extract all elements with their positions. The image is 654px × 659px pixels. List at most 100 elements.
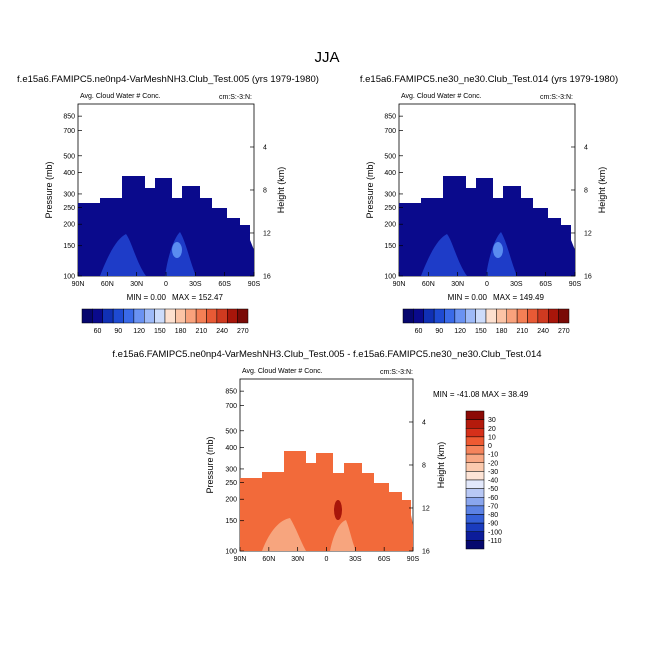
- colorbar-swatch: [465, 471, 485, 481]
- colorbar-swatch: [144, 308, 155, 324]
- colorbar-swatch: [195, 308, 207, 324]
- y-tick-label: 300: [384, 191, 396, 198]
- y-tick-label: 500: [384, 153, 396, 160]
- colorbar-label: 0: [488, 443, 492, 450]
- panel3-subtitle-right: cm:S:-3:N:: [380, 369, 413, 376]
- colorbar-label: -110: [488, 538, 502, 545]
- colorbar-swatch: [465, 531, 485, 541]
- colorbar-swatch: [465, 445, 485, 455]
- x-tick-label: 60S: [378, 556, 391, 563]
- colorbar-swatch: [206, 308, 218, 324]
- panel2-contour-a: [421, 234, 467, 276]
- colorbar-label: -20: [488, 460, 498, 467]
- panel2-title: f.e15a6.FAMIPC5.ne30_ne30.Club_Test.014 …: [360, 74, 618, 85]
- y-tick-label: 700: [63, 128, 75, 135]
- panel3-contour-b: [330, 520, 356, 551]
- colorbar-swatch: [227, 308, 238, 324]
- panel3-contour-c: [334, 500, 342, 520]
- colorbar-swatch: [465, 522, 485, 532]
- y-tick-label: 400: [225, 445, 237, 452]
- x-tick-label: 90N: [72, 281, 85, 288]
- x-tick-label: 60S: [218, 281, 231, 288]
- panel3-ylabel: Pressure (mb): [205, 436, 215, 493]
- panel3-ylabel-right: Height (km): [436, 442, 446, 489]
- colorbar-label: -100: [488, 529, 502, 536]
- y-tick-label: 500: [225, 428, 237, 435]
- x-tick-label: 90S: [248, 281, 261, 288]
- colorbar-swatch: [133, 308, 145, 324]
- colorbar-swatch: [175, 308, 186, 324]
- colorbar-label: 180: [175, 328, 187, 335]
- colorbar-swatch: [423, 308, 435, 324]
- colorbar-label: -40: [488, 478, 498, 485]
- x-tick-label: 30S: [510, 281, 523, 288]
- colorbar-swatch: [465, 410, 485, 420]
- colorbar-swatch: [123, 308, 135, 324]
- colorbar-label: 150: [475, 328, 487, 335]
- colorbar-label: 270: [558, 328, 570, 335]
- colorbar-label: 240: [537, 328, 549, 335]
- colorbar-label: 60: [94, 328, 102, 335]
- y-tick-label: 200: [63, 222, 75, 229]
- panel3-subtitle-left: Avg. Cloud Water # Conc.: [242, 368, 323, 375]
- colorbar-swatch: [465, 453, 485, 463]
- colorbar-swatch: [465, 479, 485, 489]
- colorbar-swatch: [558, 308, 570, 324]
- y-tick-label: 850: [384, 114, 396, 121]
- colorbar-swatch: [402, 308, 414, 324]
- panel1-min-label: MIN = 0.00: [127, 293, 167, 302]
- y-tick-label: 700: [225, 403, 237, 410]
- colorbar-swatch: [465, 462, 485, 472]
- y-tick-label: 100: [384, 274, 396, 281]
- panel2-ylabel-right: Height (km): [597, 167, 607, 214]
- colorbar-swatch: [81, 308, 93, 324]
- colorbar-label: 240: [216, 328, 228, 335]
- y-right-tick-label: 8: [422, 462, 426, 469]
- y-tick-label: 100: [63, 274, 75, 281]
- colorbar-label: 270: [237, 328, 249, 335]
- x-tick-label: 90N: [234, 556, 247, 563]
- y-right-tick-label: 8: [584, 187, 588, 194]
- colorbar-swatch: [433, 308, 445, 324]
- colorbar-label: 10: [488, 434, 496, 441]
- x-tick-label: 30N: [130, 281, 143, 288]
- colorbar-label: -70: [488, 503, 498, 510]
- y-tick-label: 250: [63, 205, 75, 212]
- x-tick-label: 0: [325, 556, 329, 563]
- panel1-ylabel: Pressure (mb): [44, 161, 54, 218]
- colorbar-swatch: [102, 308, 114, 324]
- colorbar-label: 210: [516, 328, 528, 335]
- panel2-contour-c: [493, 242, 503, 258]
- colorbar-swatch: [454, 308, 466, 324]
- x-tick-label: 90S: [569, 281, 582, 288]
- y-right-tick-label: 12: [422, 505, 430, 512]
- y-tick-label: 300: [225, 466, 237, 473]
- y-tick-label: 150: [225, 518, 237, 525]
- panel2-ylabel: Pressure (mb): [365, 161, 375, 218]
- colorbar-label: -50: [488, 486, 498, 493]
- panel1-ylabel-right: Height (km): [276, 167, 286, 214]
- x-tick-label: 30S: [349, 556, 362, 563]
- y-right-tick-label: 4: [263, 144, 267, 151]
- colorbar-swatch: [465, 419, 485, 429]
- y-right-tick-label: 12: [584, 230, 592, 237]
- colorbar-label: 30: [488, 417, 496, 424]
- colorbar-swatch: [465, 488, 485, 498]
- colorbar-label: 60: [415, 328, 423, 335]
- colorbar-swatch: [516, 308, 528, 324]
- colorbar-label: -80: [488, 512, 498, 519]
- y-tick-label: 200: [384, 222, 396, 229]
- panel3-contour-a: [262, 518, 306, 551]
- x-tick-label: 60N: [101, 281, 114, 288]
- x-tick-label: 0: [164, 281, 168, 288]
- y-tick-label: 250: [384, 205, 396, 212]
- colorbar-label: 180: [496, 328, 508, 335]
- colorbar-swatch: [537, 308, 549, 324]
- colorbar-label: -90: [488, 521, 498, 528]
- y-tick-label: 250: [225, 480, 237, 487]
- y-tick-label: 850: [225, 389, 237, 396]
- y-right-tick-label: 12: [263, 230, 271, 237]
- colorbar-swatch: [413, 308, 424, 324]
- y-right-tick-label: 16: [422, 548, 430, 555]
